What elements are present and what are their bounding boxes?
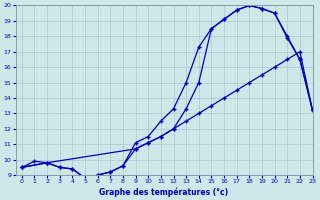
X-axis label: Graphe des températures (°c): Graphe des températures (°c) <box>100 187 228 197</box>
